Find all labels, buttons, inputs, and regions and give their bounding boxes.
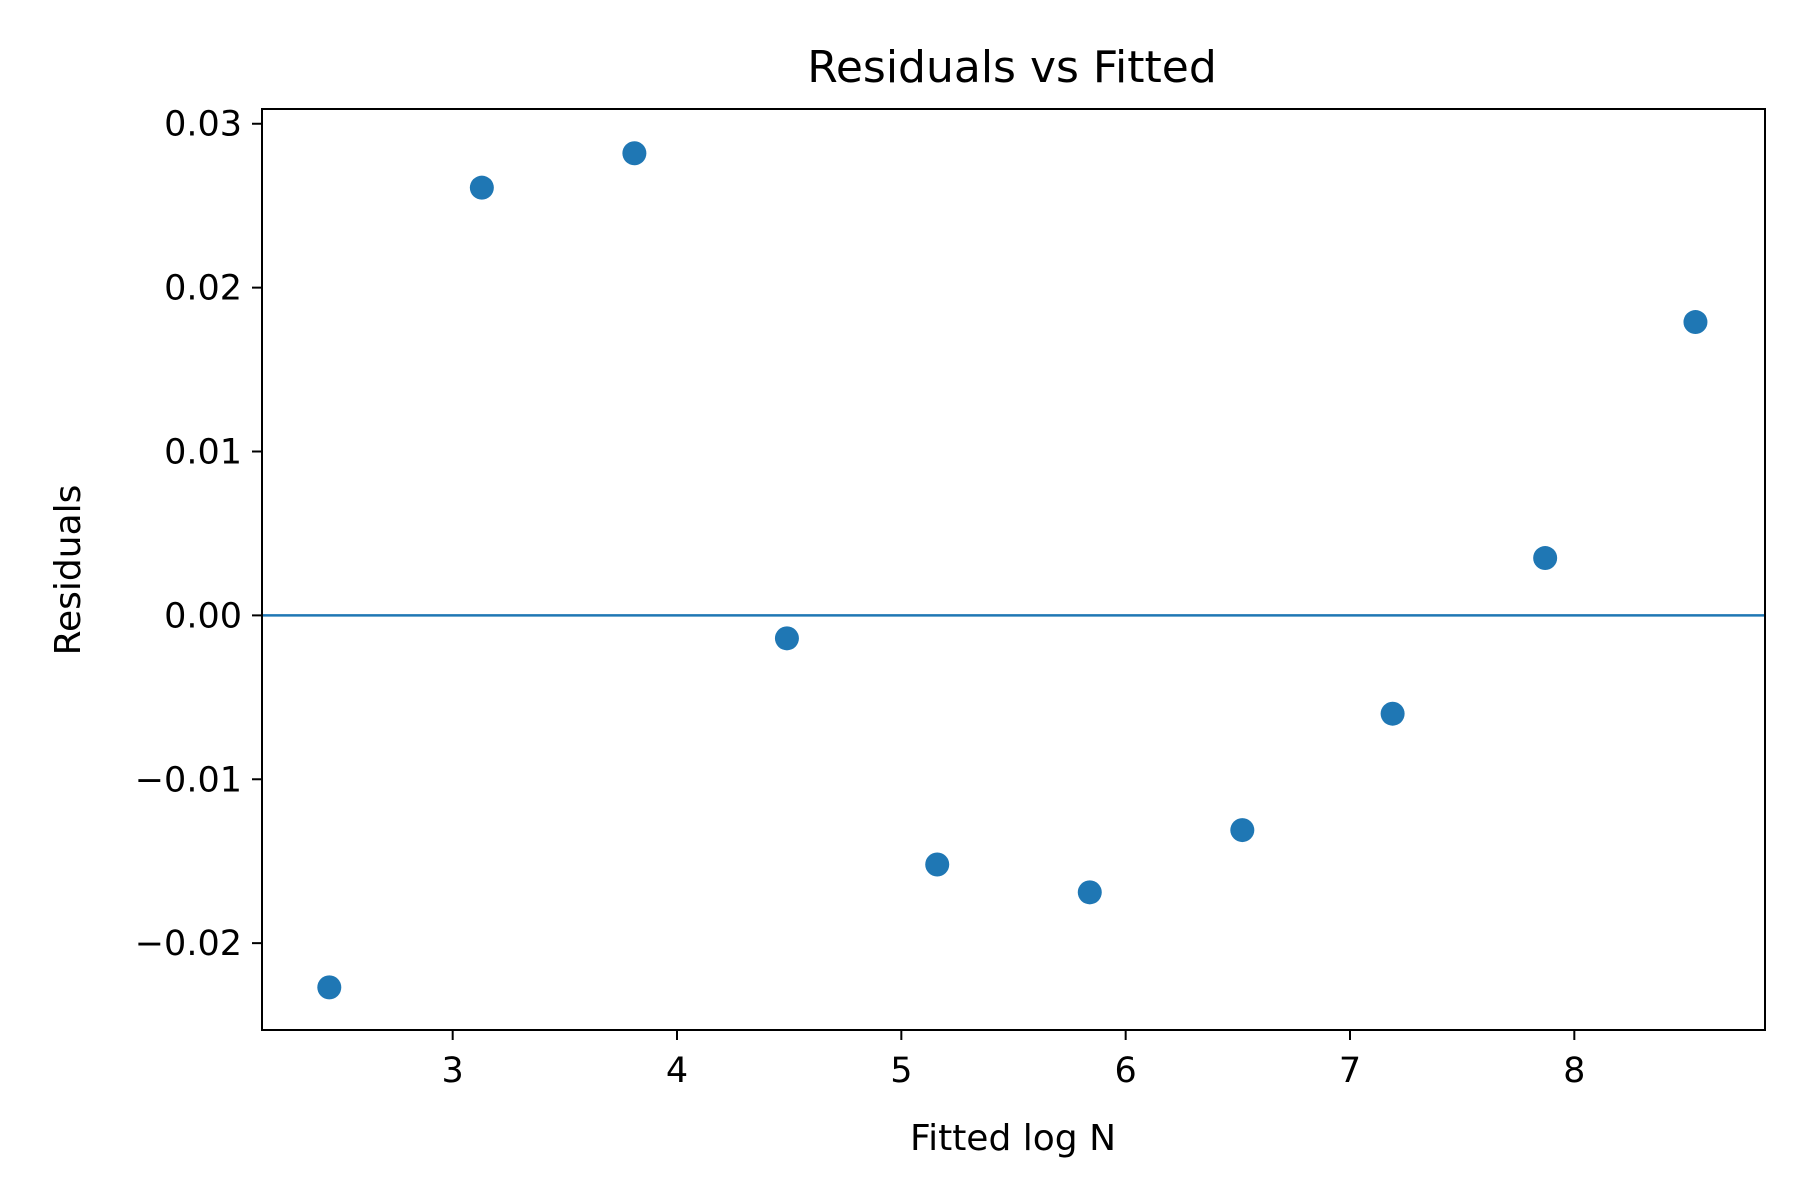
- y-axis-label: Residuals: [48, 485, 89, 656]
- data-point: [1380, 701, 1405, 726]
- x-axis-label: Fitted log N: [910, 1118, 1116, 1159]
- y-tick-label: −0.02: [135, 924, 242, 964]
- plot-frame: [261, 108, 1766, 1031]
- y-tick-label: 0.01: [164, 433, 242, 473]
- data-point: [1683, 310, 1708, 335]
- data-point: [1533, 546, 1558, 571]
- x-tick-label: 6: [1115, 1051, 1137, 1091]
- x-axis: 3 4 5 6 7 8: [442, 1030, 1585, 1091]
- data-point: [925, 852, 950, 877]
- x-tick-label: 3: [442, 1051, 464, 1091]
- x-tick-label: 7: [1339, 1051, 1361, 1091]
- x-tick-label: 8: [1563, 1051, 1585, 1091]
- y-tick-label: −0.01: [135, 760, 242, 800]
- y-tick-label: 0.00: [164, 596, 242, 636]
- data-point: [622, 141, 647, 166]
- y-axis: −0.02 −0.01 0.00 0.01 0.02 0.03: [135, 105, 262, 964]
- chart-title: Residuals vs Fitted: [807, 42, 1217, 93]
- data-point: [317, 975, 342, 1000]
- data-point: [1077, 880, 1102, 905]
- y-tick-label: 0.02: [164, 269, 242, 309]
- x-tick-label: 5: [890, 1051, 912, 1091]
- y-tick-label: 0.03: [164, 105, 242, 145]
- x-tick-label: 4: [666, 1051, 688, 1091]
- data-point: [1230, 818, 1255, 843]
- data-point: [469, 175, 494, 200]
- plot-area: [262, 141, 1765, 1000]
- data-point: [774, 626, 799, 651]
